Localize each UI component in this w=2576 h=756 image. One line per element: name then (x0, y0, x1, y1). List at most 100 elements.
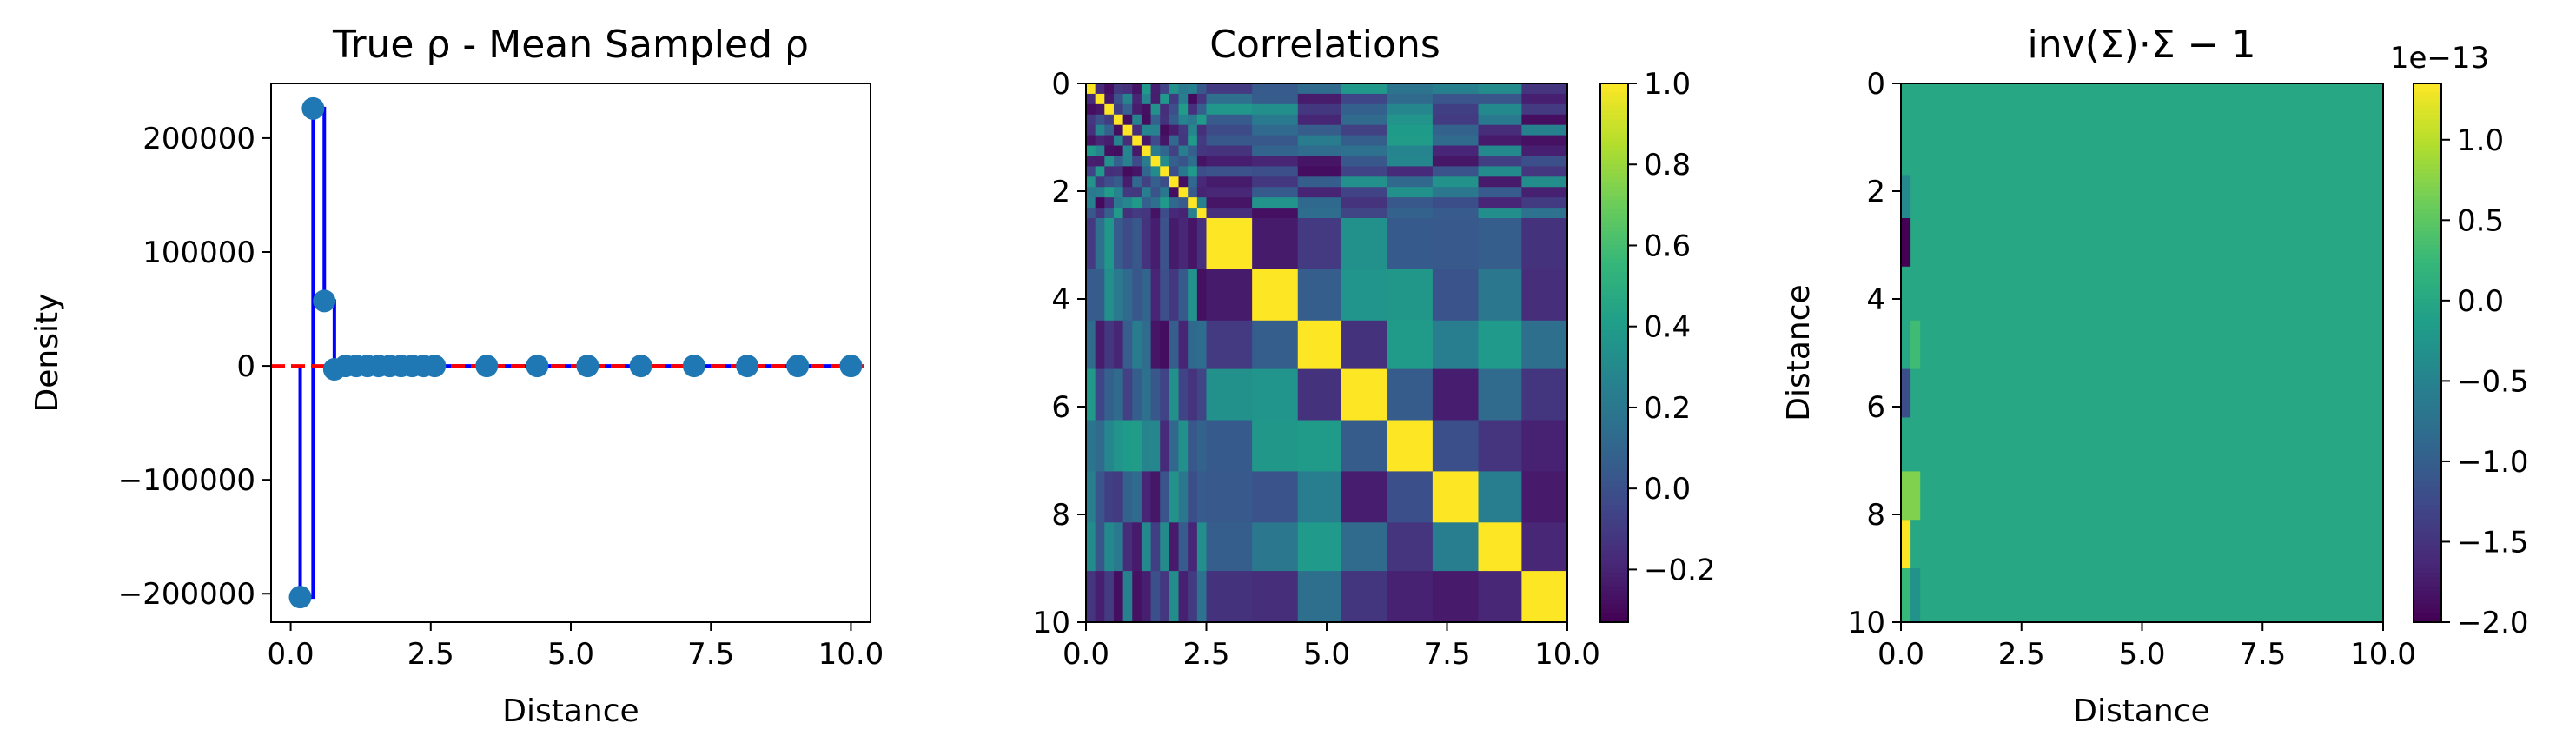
correlation-cell (1252, 93, 1299, 105)
correlation-cell (1341, 166, 1387, 177)
correlation-cell (1095, 420, 1105, 472)
panel3-colorbar-tick-label: 1.0 (2457, 123, 2504, 158)
correlation-cell (1104, 103, 1115, 116)
panel2-colorbar-gradient-band (1600, 536, 1628, 542)
panel1-xtick-label: 7.5 (687, 637, 734, 672)
panel3-colorbar-gradient-band (2414, 428, 2441, 434)
correlation-cell (1188, 114, 1198, 126)
panel1-xtick-label: 0.0 (268, 637, 315, 672)
correlation-cell (1095, 471, 1105, 523)
correlation-cell (1095, 320, 1105, 370)
correlation-cell (1113, 187, 1124, 198)
correlation-cell (1196, 103, 1208, 116)
panel2-colorbar-tick-label: 0.2 (1644, 391, 1691, 426)
correlation-cell (1150, 420, 1161, 472)
correlation-cell (1478, 187, 1522, 198)
panel2-colorbar-gradient-band (1600, 191, 1628, 196)
panel1-xtick-label: 5.0 (547, 637, 594, 672)
correlation-cell (1521, 176, 1568, 188)
correlation-cell (1252, 197, 1299, 209)
correlation-cell (1521, 135, 1568, 147)
correlation-cell (1141, 471, 1152, 523)
panel3-colorbar-gradient-band (2414, 182, 2441, 188)
correlation-cell (1206, 156, 1253, 167)
correlation-cell (1141, 208, 1152, 219)
correlation-cell (1206, 320, 1253, 370)
panel2-colorbar-gradient-band (1600, 218, 1628, 223)
panel2-colorbar-gradient-band (1600, 101, 1628, 107)
correlation-cell (1252, 208, 1299, 219)
panel3-colorbar-gradient-band (2414, 478, 2441, 484)
correlation-cell (1297, 269, 1342, 322)
panel3-colorbar-gradient-band (2414, 604, 2441, 610)
correlation-cell (1122, 103, 1133, 116)
correlation-cell (1160, 269, 1170, 322)
correlation-cell (1132, 187, 1142, 198)
correlation-cell (1196, 269, 1208, 322)
panel3-colorbar-gradient-band (2414, 308, 2441, 314)
correlation-cell (1113, 269, 1124, 322)
correlation-cell (1132, 197, 1142, 209)
panel2-colorbar-gradient-band (1600, 182, 1628, 188)
correlation-cell (1132, 320, 1142, 370)
panel2-colorbar-gradient-band (1600, 424, 1628, 430)
panel3-colorbar-gradient-band (2414, 613, 2441, 619)
panel3-colorbar-gradient-band (2414, 218, 2441, 223)
panel3-colorbar-gradient-band (2414, 519, 2441, 525)
correlation-cell (1169, 83, 1180, 95)
data-point (301, 96, 325, 120)
correlation-cell (1478, 368, 1522, 421)
correlation-cell (1387, 218, 1434, 270)
correlation-cell (1132, 176, 1142, 188)
correlation-cell (1122, 522, 1133, 572)
correlation-cell (1104, 156, 1115, 167)
panel1-ytick-label: 100000 (142, 235, 255, 270)
panel2-colorbar-gradient-band (1600, 155, 1628, 161)
correlation-cell (1141, 187, 1152, 198)
panel2-colorbar-gradient-band (1600, 132, 1628, 138)
panel3-colorbar-gradient-band (2414, 424, 2441, 430)
correlation-cell (1178, 320, 1189, 370)
correlation-cell (1104, 522, 1115, 572)
panel3-colorbar-gradient-band (2414, 213, 2441, 219)
correlation-cell (1141, 83, 1152, 95)
correlation-cell (1252, 83, 1299, 95)
correlation-cell (1341, 145, 1387, 157)
panel3-colorbar-gradient-band (2414, 474, 2441, 480)
panel2-colorbar-tick-label: 0.4 (1644, 310, 1691, 345)
correlation-cell (1086, 197, 1096, 209)
correlation-cell (1478, 471, 1522, 523)
correlation-cell (1169, 269, 1180, 322)
correlation-cell (1387, 145, 1434, 157)
panel2-colorbar-gradient-band (1600, 434, 1628, 439)
correlation-cell (1387, 124, 1434, 136)
panel2-ytick-label: 10 (1033, 606, 1070, 640)
panel2-colorbar-gradient-band (1600, 573, 1628, 579)
correlation-cell (1297, 145, 1342, 157)
panel3-colorbar-gradient-band (2414, 316, 2441, 322)
correlation-cell (1252, 176, 1299, 188)
panel3-colorbar-gradient-band (2414, 294, 2441, 300)
panel2-colorbar-gradient-band (1600, 289, 1628, 295)
panel3-colorbar-gradient-band (2414, 312, 2441, 318)
correlation-cell (1086, 135, 1096, 147)
correlation-cell (1252, 103, 1299, 116)
panel2-colorbar-gradient-band (1600, 474, 1628, 480)
panel3-colorbar-tick-label: 0.0 (2457, 284, 2504, 319)
panel3-colorbar-gradient-band (2414, 245, 2441, 250)
panel2-colorbar-gradient-band (1600, 169, 1628, 175)
correlation-cell (1150, 197, 1161, 209)
panel2-colorbar-gradient-band (1600, 308, 1628, 314)
panel3-colorbar-gradient-band (2414, 492, 2441, 498)
panel3-colorbar-gradient-band (2414, 393, 2441, 399)
correlation-cell (1160, 320, 1170, 370)
correlation-cell (1206, 571, 1253, 623)
correlation-cell (1297, 522, 1342, 572)
correlation-cell (1188, 135, 1198, 147)
panel2-ticks: 0.0 2.5 5.0 7.5 10.0 0 2 4 6 8 10 (1033, 67, 1600, 672)
panel2-colorbar-frame (1599, 83, 1629, 623)
correlation-cell (1297, 124, 1342, 136)
panel3-colorbar-gradient-band (2414, 554, 2441, 560)
correlation-cell (1160, 145, 1170, 157)
correlation-cell (1122, 187, 1133, 198)
